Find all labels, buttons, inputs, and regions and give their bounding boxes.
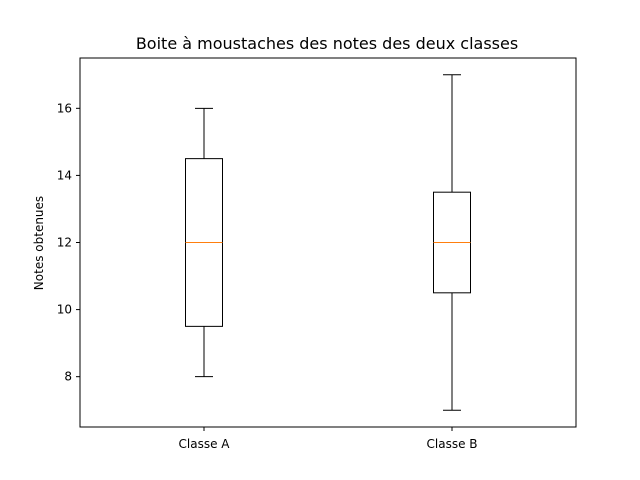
y-tick-label: 14 (57, 168, 72, 182)
x-axis-ticks: Classe A Classe B (179, 427, 478, 451)
box-series (185, 74, 471, 411)
y-tick-label: 10 (57, 303, 72, 317)
x-tick-label: Classe B (427, 437, 478, 451)
x-tick-label: Classe A (179, 437, 231, 451)
chart-title: Boite à moustaches des notes des deux cl… (136, 34, 518, 53)
box-2 (433, 74, 471, 411)
y-axis-label: Notes obtenues (32, 196, 46, 290)
plot-area (79, 57, 577, 428)
box-1 (185, 107, 223, 378)
y-tick-label: 16 (57, 101, 72, 115)
y-tick-label: 8 (64, 370, 72, 384)
y-tick-label: 12 (57, 236, 72, 250)
y-axis-ticks: 8 10 12 14 16 (57, 101, 80, 384)
